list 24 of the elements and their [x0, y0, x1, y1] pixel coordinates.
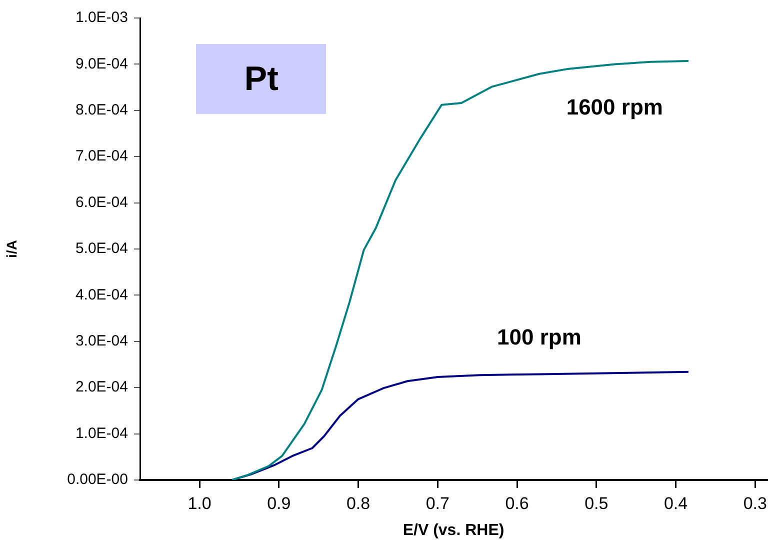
y-tick-label: 0.00E-00 — [67, 471, 128, 488]
x-tick-label: 0.6 — [505, 494, 529, 513]
y-tick-label: 5.0E-04 — [75, 240, 128, 258]
series-label: 100 rpm — [497, 324, 582, 350]
annotation: Pt — [196, 44, 326, 114]
series-label: 1600 rpm — [566, 94, 663, 120]
x-tick-label: 0.3 — [743, 494, 767, 513]
x-tick-label: 0.5 — [584, 494, 608, 513]
y-axis-title: i/A — [3, 240, 20, 258]
y-tick-label: 1.0E-03 — [75, 9, 128, 26]
y-tick-label: 7.0E-04 — [75, 148, 128, 165]
x-tick-label: 0.9 — [267, 494, 291, 513]
x-tick-label: 0.8 — [346, 494, 370, 513]
y-tick-label: 3.0E-04 — [75, 332, 128, 350]
y-tick-label: 1.0E-04 — [75, 424, 128, 442]
y-tick-label: 2.0E-04 — [75, 378, 128, 396]
y-tick-label: 6.0E-04 — [75, 194, 128, 211]
x-tick-label: 0.7 — [426, 494, 450, 513]
x-tick-label: 1.0 — [188, 494, 212, 513]
y-tick-label: 8.0E-04 — [75, 102, 128, 119]
y-tick-label: 4.0E-04 — [75, 286, 128, 304]
x-axis-title: E/V (vs. RHE) — [402, 522, 504, 539]
y-tick-label: 9.0E-04 — [75, 55, 128, 72]
x-tick-label: 0.4 — [664, 494, 688, 513]
